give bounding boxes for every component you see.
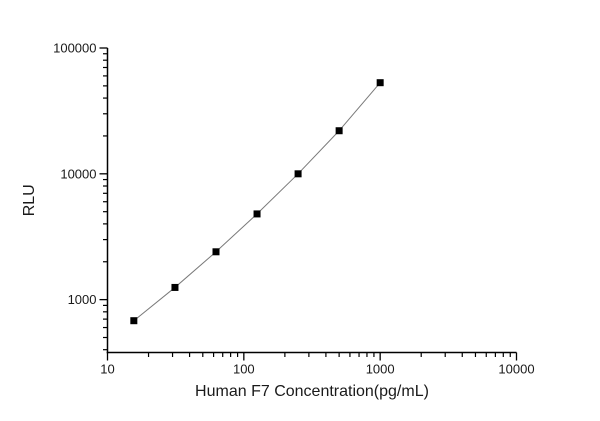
data-point-marker bbox=[294, 170, 302, 178]
y-tick-label: 10000 bbox=[60, 166, 96, 181]
data-point-marker bbox=[335, 127, 343, 135]
data-point-marker bbox=[253, 210, 261, 218]
data-point-marker bbox=[212, 248, 220, 256]
curve-line bbox=[133, 82, 381, 322]
x-axis-title: Human F7 Concentration(pg/mL) bbox=[195, 383, 429, 400]
y-axis-title: RLU bbox=[21, 184, 38, 216]
x-tick-label: 10000 bbox=[498, 362, 534, 377]
data-point-marker bbox=[376, 79, 384, 87]
y-tick-label: 100000 bbox=[53, 41, 96, 56]
x-tick-label: 10 bbox=[100, 362, 114, 377]
x-tick-label: 100 bbox=[233, 362, 255, 377]
y-tick-label: 1000 bbox=[68, 292, 97, 307]
x-tick-label: 1000 bbox=[366, 362, 395, 377]
data-point-marker bbox=[130, 317, 138, 325]
data-point-marker bbox=[171, 283, 179, 291]
